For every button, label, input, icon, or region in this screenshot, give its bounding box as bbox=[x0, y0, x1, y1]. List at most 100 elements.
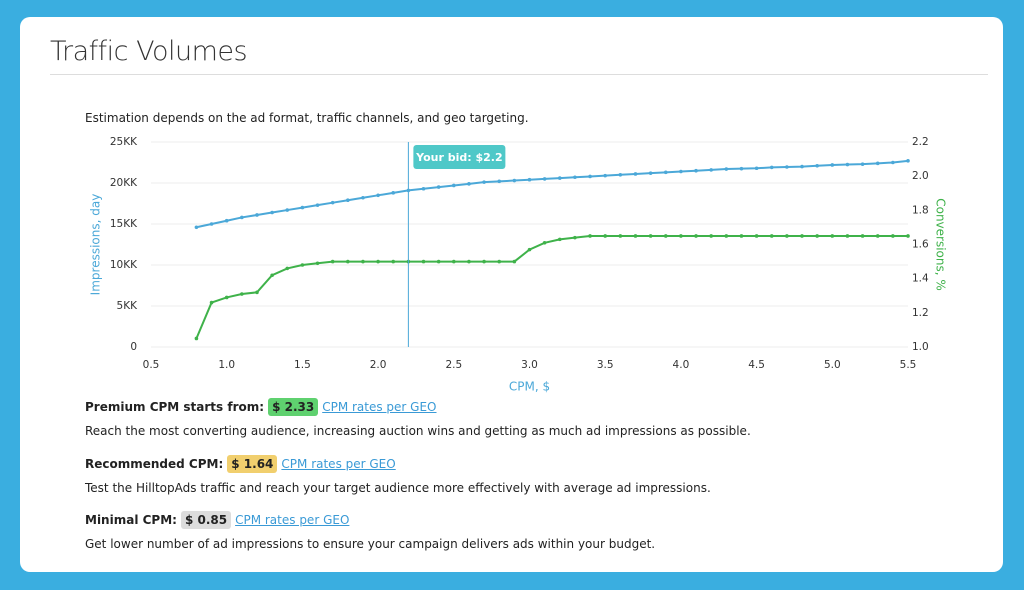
point bbox=[467, 259, 471, 264]
x-tick-label: 5.5 bbox=[900, 359, 917, 371]
point bbox=[285, 208, 290, 212]
tier-label: Minimal CPM: bbox=[85, 513, 177, 527]
y2-tick-label: 1.6 bbox=[912, 239, 929, 251]
point bbox=[512, 259, 517, 264]
tier-text: Get lower number of ad impressions to en… bbox=[85, 537, 656, 551]
price-badge: $ 0.85 bbox=[180, 511, 232, 529]
geo-link[interactable]: CPM rates per GEO bbox=[235, 513, 350, 527]
bid-label: Your bid: $2.2 bbox=[415, 151, 503, 164]
point bbox=[557, 237, 562, 242]
point bbox=[785, 234, 789, 238]
point bbox=[648, 171, 653, 175]
series-line bbox=[196, 159, 909, 229]
point bbox=[663, 234, 668, 238]
page-title: Traffic Volumes bbox=[50, 36, 248, 67]
point bbox=[875, 234, 880, 238]
geo-link[interactable]: CPM rates per GEO bbox=[322, 400, 437, 414]
y2-tick-label: 1.4 bbox=[912, 273, 929, 285]
point bbox=[240, 292, 244, 296]
geo-link[interactable]: CPM rates per GEO bbox=[281, 457, 396, 471]
point bbox=[663, 170, 668, 175]
point bbox=[300, 205, 305, 210]
point bbox=[194, 225, 199, 230]
point bbox=[633, 172, 638, 176]
point bbox=[648, 234, 653, 238]
y-axis-label: Impressions, day bbox=[89, 194, 103, 296]
point bbox=[512, 178, 517, 183]
series-line bbox=[195, 234, 908, 339]
point bbox=[769, 234, 774, 238]
tier-text: Test the HilltopAds traffic and reach yo… bbox=[85, 481, 711, 495]
point bbox=[315, 203, 320, 207]
point bbox=[769, 165, 774, 170]
point bbox=[830, 234, 835, 238]
point bbox=[754, 166, 759, 171]
point bbox=[830, 163, 835, 167]
point bbox=[845, 162, 850, 167]
y-tick-label: 10KK bbox=[110, 259, 138, 271]
y2-tick-label: 2.0 bbox=[912, 170, 929, 182]
point bbox=[633, 234, 638, 238]
tier: Minimal CPM: $ 0.85 CPM rates per GEO Get l… bbox=[85, 511, 655, 551]
point bbox=[679, 169, 683, 174]
point bbox=[376, 259, 380, 264]
y2-tick-label: 1.2 bbox=[912, 307, 929, 319]
point bbox=[285, 266, 290, 271]
x-tick-label: 1.0 bbox=[218, 359, 235, 371]
y-tick-label: 5KK bbox=[117, 300, 139, 312]
point bbox=[603, 234, 607, 238]
point bbox=[467, 182, 471, 186]
point bbox=[194, 336, 199, 341]
point bbox=[542, 240, 547, 245]
tier-label: Premium CPM starts from: bbox=[85, 400, 265, 414]
point bbox=[361, 195, 365, 200]
point bbox=[754, 234, 759, 238]
point bbox=[709, 168, 713, 172]
point bbox=[527, 247, 532, 252]
point bbox=[300, 263, 305, 267]
point bbox=[875, 161, 880, 166]
point bbox=[527, 177, 532, 182]
point bbox=[315, 261, 320, 266]
y-tick-label: 0 bbox=[130, 341, 137, 353]
point bbox=[346, 259, 350, 264]
point bbox=[815, 163, 819, 168]
point bbox=[391, 191, 396, 195]
point bbox=[270, 273, 274, 278]
price-badge: $ 2.33 bbox=[268, 398, 319, 416]
point bbox=[573, 235, 577, 240]
point bbox=[709, 234, 713, 238]
description: Estimation depends on the ad format, tra… bbox=[85, 111, 529, 125]
x-tick-label: 4.5 bbox=[748, 359, 765, 371]
point bbox=[346, 198, 350, 203]
point bbox=[588, 174, 592, 179]
point bbox=[800, 164, 804, 169]
point bbox=[724, 234, 729, 238]
y2-axis-label: Conversions, % bbox=[934, 198, 948, 291]
x-tick-label: 1.5 bbox=[294, 359, 311, 371]
tier-label: Recommended CPM: bbox=[85, 457, 224, 471]
y-tick-label: 25KK bbox=[110, 136, 138, 148]
point bbox=[618, 234, 623, 238]
point bbox=[845, 234, 850, 238]
y2-tick-label: 2.2 bbox=[912, 136, 929, 148]
point bbox=[497, 259, 502, 264]
point bbox=[209, 222, 214, 226]
price-badge: $ 1.64 bbox=[227, 455, 278, 473]
x-tick-label: 2.0 bbox=[370, 359, 387, 371]
point bbox=[573, 175, 577, 180]
point bbox=[785, 165, 789, 169]
x-tick-label: 2.5 bbox=[445, 359, 462, 371]
x-tick-label: 3.0 bbox=[521, 359, 538, 371]
point bbox=[497, 179, 502, 184]
point bbox=[330, 200, 335, 205]
point bbox=[800, 234, 804, 238]
point bbox=[603, 173, 607, 178]
point bbox=[452, 183, 456, 188]
point bbox=[860, 234, 865, 238]
x-tick-label: 4.0 bbox=[673, 359, 690, 371]
point bbox=[209, 300, 214, 305]
y2-tick-label: 1.0 bbox=[912, 341, 929, 353]
x-axis-label: CPM, $ bbox=[509, 380, 550, 394]
